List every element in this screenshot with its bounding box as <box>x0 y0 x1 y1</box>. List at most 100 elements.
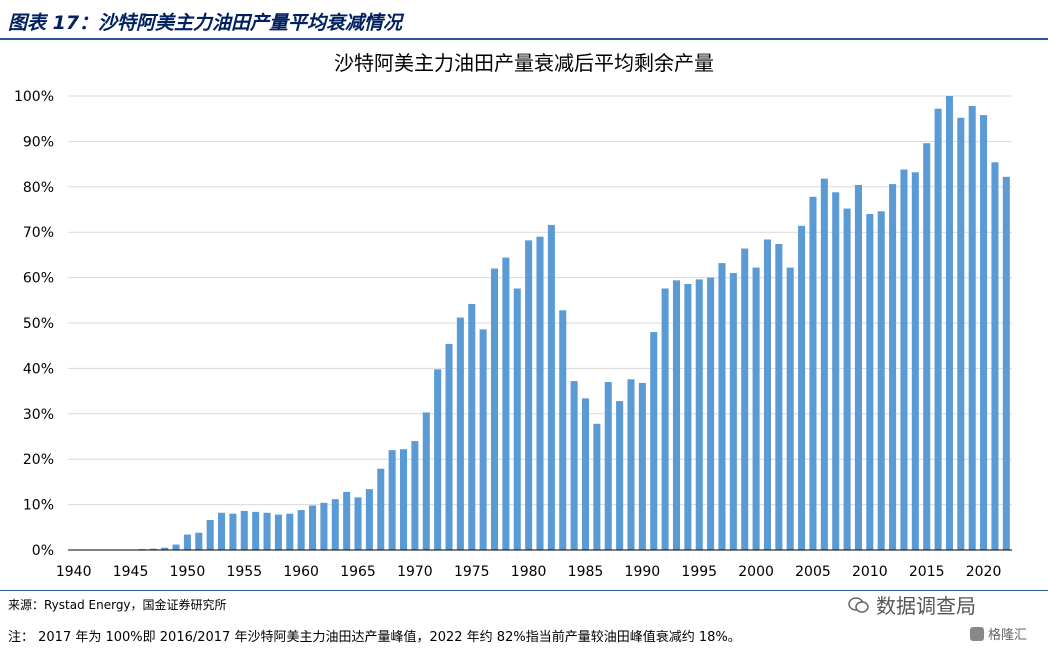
bar-2013 <box>900 169 908 550</box>
bar-1980 <box>525 240 533 550</box>
y-tick-label: 40% <box>23 361 54 377</box>
footer-rule <box>0 590 1048 591</box>
bar-1947 <box>149 548 157 550</box>
y-tick-label: 90% <box>23 134 54 150</box>
bar-1963 <box>331 499 339 550</box>
bar-2014 <box>911 172 919 550</box>
bar-chart: 沙特阿美主力油田产量衰减后平均剩余产量 0% 10% 20% 30% 40% 50% 60%… <box>14 51 1012 580</box>
bar-1982 <box>547 224 555 550</box>
x-tick-label: 1955 <box>226 564 262 580</box>
bar-1961 <box>309 505 317 550</box>
gelonghui-logo: 格隆汇 <box>970 624 1027 643</box>
bar-1995 <box>695 279 703 550</box>
x-tick-label: 1970 <box>397 564 433 580</box>
bar-1999 <box>741 248 749 550</box>
bar-1986 <box>593 423 601 550</box>
bar-1976 <box>479 329 487 550</box>
wechat-icon <box>848 596 869 613</box>
bar-2002 <box>775 244 783 550</box>
bar-1977 <box>490 268 499 550</box>
bar-1962 <box>320 502 328 550</box>
bar-1984 <box>570 381 578 550</box>
x-tick-label: 1960 <box>283 564 319 580</box>
y-tick-label: 10% <box>23 498 54 514</box>
y-tick-label: 100% <box>14 89 54 105</box>
x-tick-label: 1990 <box>625 564 661 580</box>
x-tick-label: 2015 <box>909 564 945 580</box>
y-tick-label: 30% <box>23 407 54 423</box>
bar-1959 <box>286 513 294 550</box>
bar-2011 <box>877 211 885 551</box>
bar-2021 <box>991 162 999 550</box>
note-text: 注： 2017 年为 100%即 2016/2017 年沙特阿美主力油田达产量峰… <box>8 630 741 645</box>
x-tick-label: 2000 <box>738 564 774 580</box>
bar-2012 <box>889 184 897 551</box>
x-tick-label: 2020 <box>966 564 1002 580</box>
y-tick-label: 60% <box>23 271 54 287</box>
chart-title: 沙特阿美主力油田产量衰减后平均剩余产量 <box>334 51 714 75</box>
bar-2008 <box>843 208 851 551</box>
bar-1970 <box>411 441 419 550</box>
bar-1978 <box>502 257 510 550</box>
y-tick-label: 70% <box>23 225 54 241</box>
y-tick-label: 80% <box>23 180 54 196</box>
y-axis-ticks: 0% 10% 20% 30% 40% 50% 60% 70% 80% 90% 100% <box>14 89 54 559</box>
x-tick-label: 1975 <box>454 564 490 580</box>
bar-2019 <box>968 105 976 550</box>
bar-1960 <box>297 510 305 550</box>
y-tick-label: 20% <box>23 452 54 468</box>
bar-2015 <box>923 143 931 550</box>
bar-2001 <box>763 239 771 551</box>
x-tick-label: 1945 <box>113 564 149 580</box>
bar-1985 <box>581 398 590 550</box>
bar-1953 <box>218 512 226 550</box>
x-tick-label: 2010 <box>852 564 888 580</box>
bar-1950 <box>183 534 191 550</box>
bar-1993 <box>672 280 681 550</box>
bar-1955 <box>240 510 248 550</box>
bar-1990 <box>638 382 646 550</box>
bar-1998 <box>729 273 737 550</box>
figure-header: 图表 17：沙特阿美主力油田产量平均衰减情况 <box>0 0 1048 40</box>
bar-1969 <box>399 449 408 550</box>
bar-1948 <box>161 547 169 550</box>
gelonghui-logo-text: 格隆汇 <box>988 628 1028 643</box>
bar-2003 <box>786 267 794 550</box>
bar-2022 <box>1002 176 1010 550</box>
bar-1983 <box>559 310 567 550</box>
bar-1968 <box>388 450 396 550</box>
x-tick-label: 1995 <box>681 564 717 580</box>
x-tick-label: 1980 <box>511 564 547 580</box>
bar-1973 <box>445 343 453 550</box>
bar-1996 <box>707 277 715 550</box>
y-tick-label: 50% <box>23 316 54 332</box>
gelonghui-logo-icon <box>970 626 984 641</box>
bar-1975 <box>468 303 476 550</box>
bar-1974 <box>456 317 464 550</box>
x-tick-label: 1985 <box>568 564 604 580</box>
bar-1991 <box>650 332 658 550</box>
bar-1988 <box>616 401 624 550</box>
bar-1979 <box>513 288 521 550</box>
bar-1981 <box>536 236 544 551</box>
bar-1997 <box>718 263 726 550</box>
bar-1972 <box>434 369 442 550</box>
bar-2009 <box>854 184 862 550</box>
bar-1992 <box>661 288 669 550</box>
bar-2005 <box>809 196 817 550</box>
watermark: 数据调查局 <box>848 590 976 619</box>
bar-1994 <box>684 283 692 550</box>
bar-1954 <box>229 513 237 550</box>
bar-1965 <box>354 497 362 550</box>
bar-1966 <box>365 489 373 550</box>
x-tick-label: 1950 <box>170 564 206 580</box>
bar-1949 <box>172 544 180 550</box>
bar-1967 <box>377 468 385 550</box>
x-tick-label: 1940 <box>56 564 92 580</box>
bar-1964 <box>343 491 351 550</box>
bars <box>127 96 1010 551</box>
header-rule <box>0 38 1048 40</box>
bar-2018 <box>957 117 965 551</box>
x-tick-label: 1965 <box>340 564 376 580</box>
bar-1987 <box>604 382 612 550</box>
